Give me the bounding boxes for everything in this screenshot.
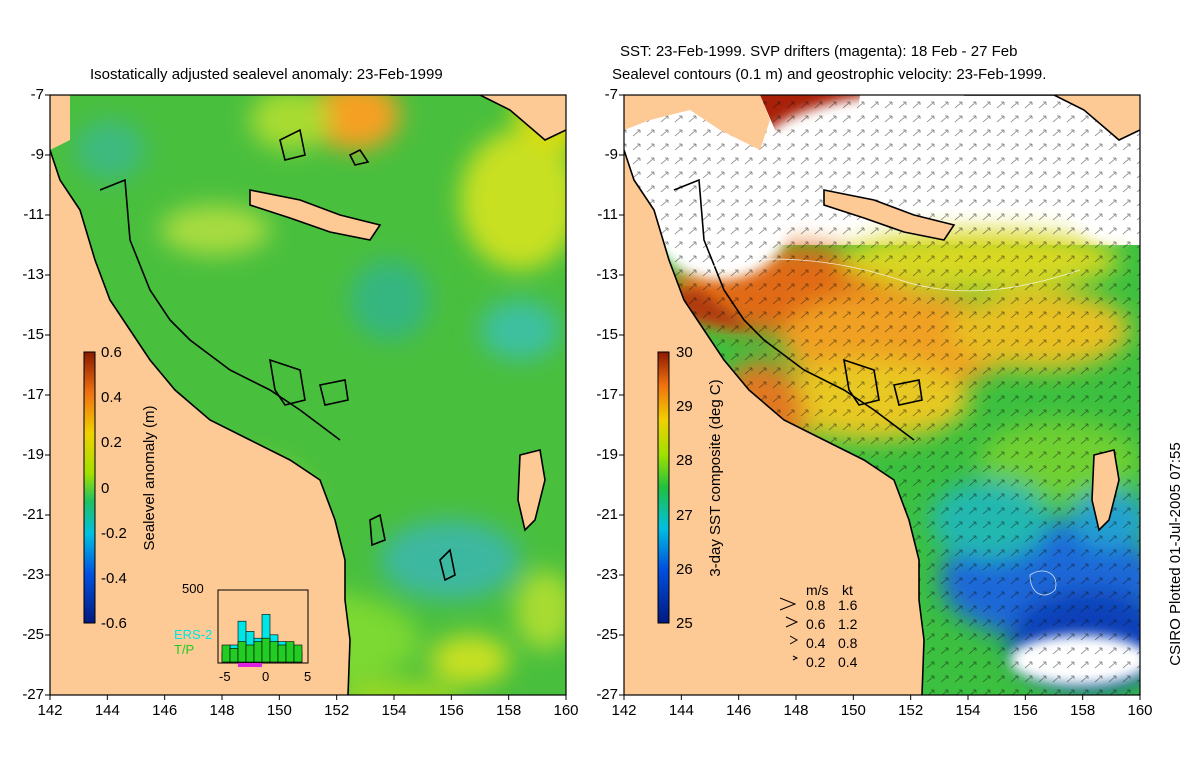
lat-tick-label: -19: [22, 446, 44, 463]
sst-colorbar-tick: 25: [676, 615, 693, 632]
inset-xtick-5: 5: [304, 669, 312, 684]
lon-tick-label: 160: [553, 702, 579, 719]
inset-bar-tp: [221, 644, 231, 663]
lon-tick-label: 154: [955, 702, 981, 719]
inset-bar-tp: [261, 637, 271, 663]
velocity-legend-ms: 0.8: [806, 597, 826, 613]
lat-tick-label: -11: [597, 206, 618, 223]
velocity-legend-header-ms: m/s: [806, 582, 829, 598]
inset-xtick-neg5: -5: [219, 669, 231, 684]
lat-tick-label: -21: [596, 506, 618, 523]
sst-colorbar-tick: 29: [676, 398, 693, 416]
track-histogram-inset: [217, 589, 309, 667]
sea-level-colorbar-tick: 0: [101, 479, 110, 497]
lon-tick-label: 156: [438, 702, 464, 719]
plot-credit: CSIRO Plotted 01-Jul-2005 07:55: [1167, 442, 1184, 666]
sst-colorbar-tick: 30: [676, 344, 693, 361]
velocity-legend-kt: 1.6: [838, 597, 858, 613]
lon-tick-label: 144: [94, 702, 120, 719]
lat-tick-label: -21: [22, 506, 44, 523]
lat-tick-label: -17: [596, 386, 618, 403]
lat-tick-label: -27: [22, 686, 44, 703]
sea-level-colorbar-tick: -0.4: [101, 569, 127, 587]
lon-tick-label: 154: [381, 702, 407, 719]
lon-tick-label: 156: [1012, 702, 1038, 719]
velocity-legend-header-kt: kt: [842, 582, 853, 598]
inset-bar-tp: [237, 641, 247, 663]
inset-bar-tp: [253, 641, 263, 663]
sea-level-colorbar-tick: -0.6: [101, 615, 127, 632]
lon-tick-label: 160: [1127, 702, 1153, 719]
sea-level-colorbar-tick: 0.6: [101, 344, 122, 361]
sea-level-colorbar-tick: 0.2: [101, 434, 122, 452]
lon-tick-label: 152: [324, 702, 350, 719]
lon-tick-label: 144: [668, 702, 694, 719]
lon-tick-label: 146: [152, 702, 178, 719]
lat-tick-label: -23: [596, 566, 618, 583]
lat-tick-label: -7: [604, 86, 618, 103]
velocity-legend-kt: 0.8: [838, 635, 858, 651]
lon-tick-label: 150: [840, 702, 866, 719]
inset-bar-tp: [245, 644, 255, 663]
sst-colorbar-label: 3-day SST composite (deg C): [707, 379, 724, 577]
lat-tick-label: -9: [604, 146, 618, 163]
lat-tick-label: -19: [596, 446, 618, 463]
left-panel-title: Isostatically adjusted sealevel anomaly:…: [90, 66, 443, 83]
velocity-legend-ms: 0.6: [806, 616, 826, 632]
sst-map: [624, 95, 1140, 695]
sst-colorbar: [657, 351, 670, 624]
lon-tick-label: 158: [1070, 702, 1096, 719]
lon-tick-label: 150: [266, 702, 292, 719]
sea-level-colorbar: [83, 351, 96, 624]
lat-tick-label: -15: [596, 326, 618, 343]
velocity-legend-ms: 0.2: [806, 654, 826, 670]
sea-level-map: [50, 95, 566, 695]
lon-tick-label: 142: [611, 702, 637, 719]
lat-tick-label: -15: [22, 326, 44, 343]
inset-bar-tp: [269, 641, 279, 663]
velocity-legend-kt: 1.2: [838, 616, 858, 632]
lon-tick-label: 158: [496, 702, 522, 719]
lon-tick-label: 148: [783, 702, 809, 719]
velocity-legend-ms: 0.4: [806, 635, 826, 651]
inset-bar-tp: [293, 644, 303, 663]
inset-bar-tp: [229, 648, 239, 663]
lat-tick-label: -13: [22, 266, 44, 283]
lat-tick-label: -13: [596, 266, 618, 283]
inset-xtick-0: 0: [262, 669, 270, 684]
sst-colorbar-tick: 26: [676, 560, 693, 578]
inset-bar-tp: [285, 641, 295, 663]
inset-legend-ers2: ERS-2: [174, 627, 213, 642]
lon-tick-label: 152: [898, 702, 924, 719]
inset-ymax-label: 500: [182, 581, 204, 596]
lat-tick-label: -7: [30, 86, 44, 103]
inset-bar-tp: [277, 644, 287, 663]
lat-tick-label: -25: [596, 626, 618, 643]
lon-tick-label: 142: [37, 702, 63, 719]
right-panel-title-line1: SST: 23-Feb-1999. SVP drifters (magenta)…: [620, 43, 1018, 60]
sst-colorbar-tick: 27: [676, 506, 693, 524]
lon-tick-label: 148: [209, 702, 235, 719]
sea-level-colorbar-label: Sealevel anomaly (m): [141, 405, 158, 551]
lon-tick-label: 146: [726, 702, 752, 719]
velocity-legend-arrows: [779, 597, 799, 661]
lat-tick-label: -17: [22, 386, 44, 403]
inset-legend-tp: T/P: [174, 642, 195, 657]
sea-level-colorbar-tick: -0.2: [101, 524, 127, 542]
sea-level-colorbar-tick: 0.4: [101, 389, 122, 407]
lat-tick-label: -9: [30, 146, 44, 163]
lat-tick-label: -25: [22, 626, 44, 643]
lat-tick-label: -27: [596, 686, 618, 703]
lat-tick-label: -11: [23, 206, 44, 223]
lat-tick-label: -23: [22, 566, 44, 583]
sst-colorbar-tick: 28: [676, 452, 693, 470]
right-panel-title-line2: Sealevel contours (0.1 m) and geostrophi…: [612, 66, 1047, 83]
velocity-legend-kt: 0.4: [838, 654, 858, 670]
